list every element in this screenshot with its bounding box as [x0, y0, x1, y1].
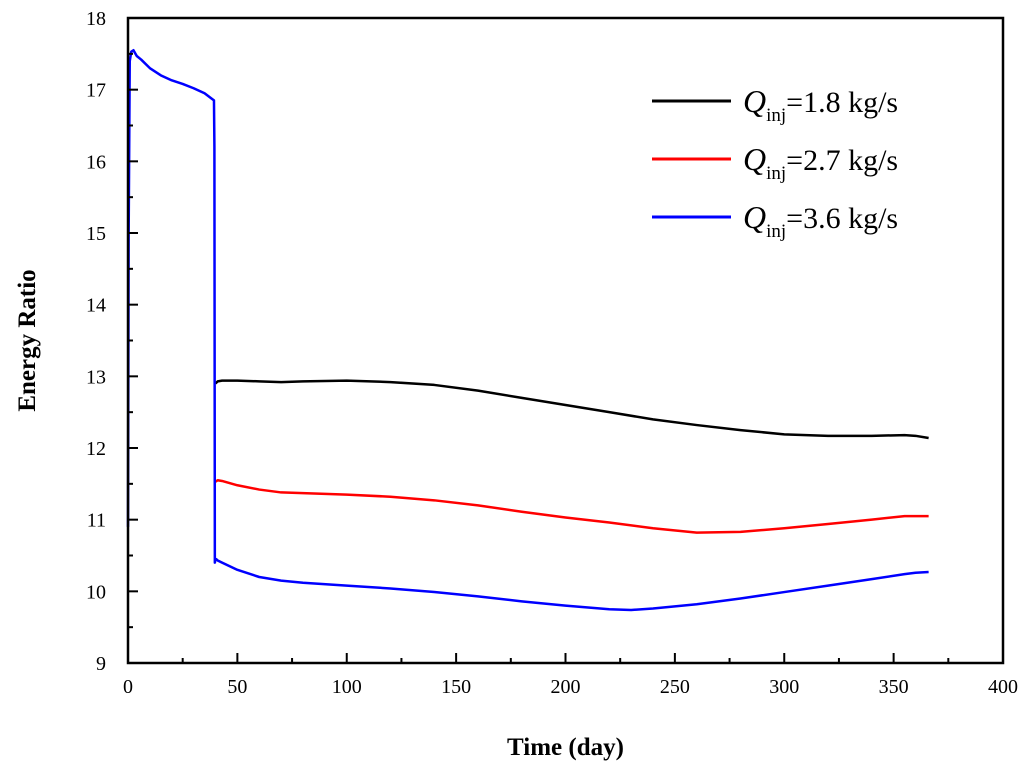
series-line-2: [214, 479, 929, 534]
x-tick-label: 300: [769, 676, 799, 698]
labels-layer: 0 50 100 150 200 250 300 350 400 9 10 11 12 13 14 15 16 1…: [86, 8, 1018, 698]
y-tick-label: 11: [87, 510, 106, 532]
ticks-layer: [127, 17, 1004, 664]
x-tick-label: 50: [227, 676, 247, 698]
x-tick-label: 0: [123, 676, 133, 698]
y-tick-label: 17: [86, 80, 106, 102]
legend-label-2: Qinj=2.7 kg/s: [743, 141, 898, 184]
series-line-3: [126, 49, 929, 612]
y-tick-label: 10: [86, 581, 106, 603]
y-axis-title: Energy Ratio: [14, 269, 41, 411]
y-tick-label: 9: [96, 653, 106, 675]
x-tick-label: 100: [332, 676, 362, 698]
x-axis-title: Time (day): [507, 734, 624, 761]
legend-label-1: Qinj=1.8 kg/s: [743, 83, 898, 126]
series-line-1: [214, 379, 929, 440]
x-tick-label: 150: [441, 676, 471, 698]
y-tick-label: 13: [86, 366, 106, 388]
legend-label-3: Qinj=3.6 kg/s: [743, 199, 898, 242]
y-tick-label: 18: [86, 8, 106, 30]
x-tick-label: 250: [660, 676, 690, 698]
x-tick-label: 400: [988, 676, 1018, 698]
legend: Qinj=1.8 kg/s Qinj=2.7 kg/s Qinj=3.6 kg/s: [652, 83, 898, 242]
y-tick-label: 15: [86, 223, 106, 245]
x-tick-label: 200: [551, 676, 581, 698]
x-tick-label: 350: [879, 676, 909, 698]
y-tick-label: 16: [86, 151, 106, 173]
y-tick-label: 12: [86, 438, 106, 460]
y-tick-label: 14: [86, 295, 106, 317]
series-layer: [126, 49, 929, 612]
